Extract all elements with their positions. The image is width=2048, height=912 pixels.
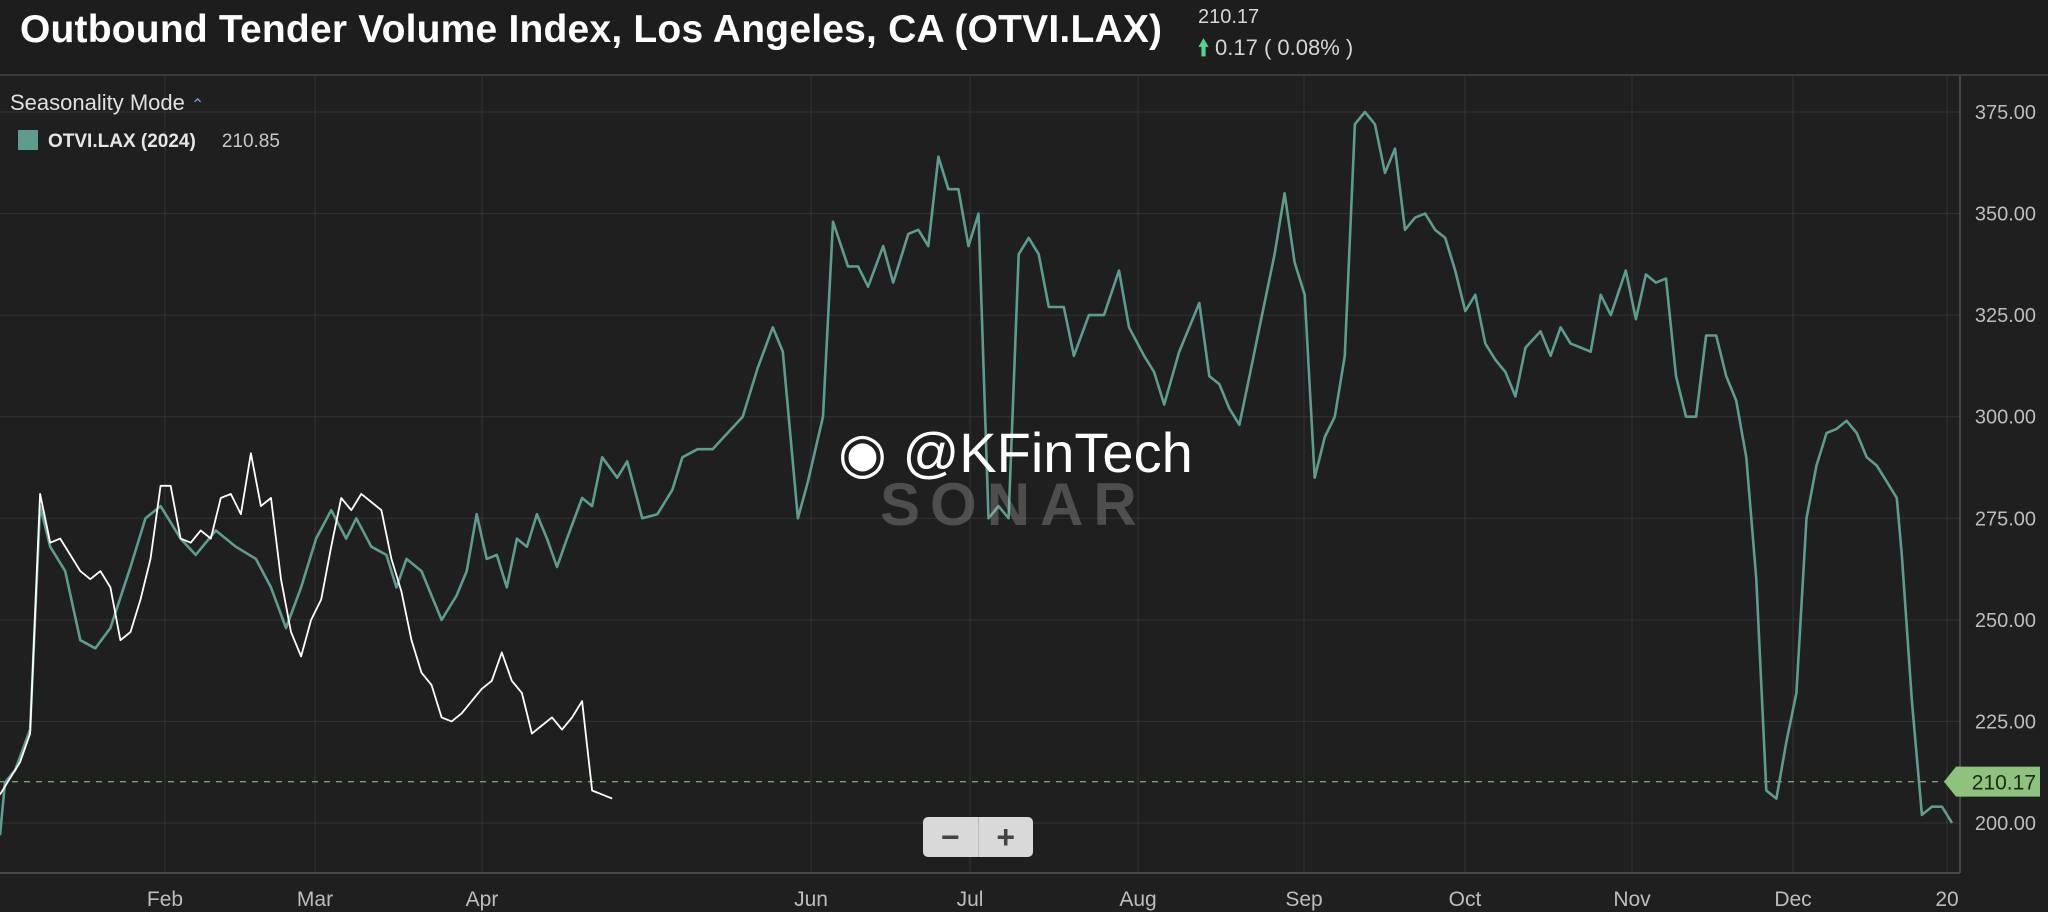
y-tick-label: 275.00 bbox=[1975, 508, 2036, 530]
x-tick-label: Sep bbox=[1285, 888, 1322, 911]
y-tick-label: 325.00 bbox=[1975, 305, 2036, 327]
price-box: 210.17 🠙 0.17 ( 0.08% ) bbox=[1198, 6, 1353, 69]
zoom-controls: − + bbox=[923, 817, 1033, 857]
x-tick-label: Jul bbox=[957, 888, 984, 911]
last-value-tag: 210.17 bbox=[1944, 766, 2040, 797]
legend-series-name: OTVI.LAX (2024) bbox=[48, 131, 196, 152]
weibo-icon: ◉ bbox=[838, 421, 887, 484]
x-tick-label: Feb bbox=[147, 888, 183, 911]
price-change-value: 0.17 ( 0.08% ) bbox=[1215, 35, 1354, 60]
arrow-up-icon: 🠙 bbox=[1198, 35, 1210, 60]
y-tick-label: 250.00 bbox=[1975, 610, 2036, 632]
y-tick-label: 225.00 bbox=[1975, 711, 2036, 733]
x-tick-label: Nov bbox=[1613, 888, 1651, 911]
watermark-text: @KFinTech bbox=[902, 421, 1193, 484]
y-tick-label: 350.00 bbox=[1975, 204, 2036, 226]
last-price: 210.17 bbox=[1198, 6, 1260, 28]
seasonality-mode-toggle[interactable]: Seasonality Mode ⌃ bbox=[10, 90, 204, 116]
zoom-out-button[interactable]: − bbox=[923, 817, 979, 857]
y-tick-label: 300.00 bbox=[1975, 407, 2036, 429]
watermark: ◉ @KFinTech bbox=[838, 420, 1193, 486]
y-tick-label: 200.00 bbox=[1975, 813, 2036, 835]
chart-header: Outbound Tender Volume Index, Los Angele… bbox=[0, 0, 2048, 76]
series-line-0 bbox=[0, 110, 1954, 836]
x-tick-label: Apr bbox=[466, 888, 499, 911]
x-tick-label: Mar bbox=[297, 888, 333, 911]
zoom-in-button[interactable]: + bbox=[996, 818, 1016, 855]
x-tick-label: Aug bbox=[1119, 888, 1156, 911]
chart-legend: OTVI.LAX (2024) 210.85 bbox=[18, 130, 280, 153]
seasonality-mode-label: Seasonality Mode bbox=[10, 90, 185, 115]
x-tick-label: Jun bbox=[794, 888, 828, 911]
legend-swatch bbox=[18, 130, 38, 150]
x-tick-label: Dec bbox=[1774, 888, 1811, 911]
x-tick-label: Oct bbox=[1449, 888, 1482, 911]
chevron-up-icon: ⌃ bbox=[190, 97, 205, 114]
last-value-tag-label: 210.17 bbox=[1972, 772, 2036, 795]
series-line-1 bbox=[0, 452, 613, 800]
price-change: 🠙 0.17 ( 0.08% ) bbox=[1198, 31, 1353, 69]
x-tick-label: 20 bbox=[1935, 888, 1958, 911]
sonar-logo: SONAR bbox=[880, 471, 1147, 538]
legend-series-value: 210.85 bbox=[221, 131, 280, 152]
y-tick-label: 375.00 bbox=[1975, 102, 2036, 124]
chart-title: Outbound Tender Volume Index, Los Angele… bbox=[20, 8, 1163, 51]
